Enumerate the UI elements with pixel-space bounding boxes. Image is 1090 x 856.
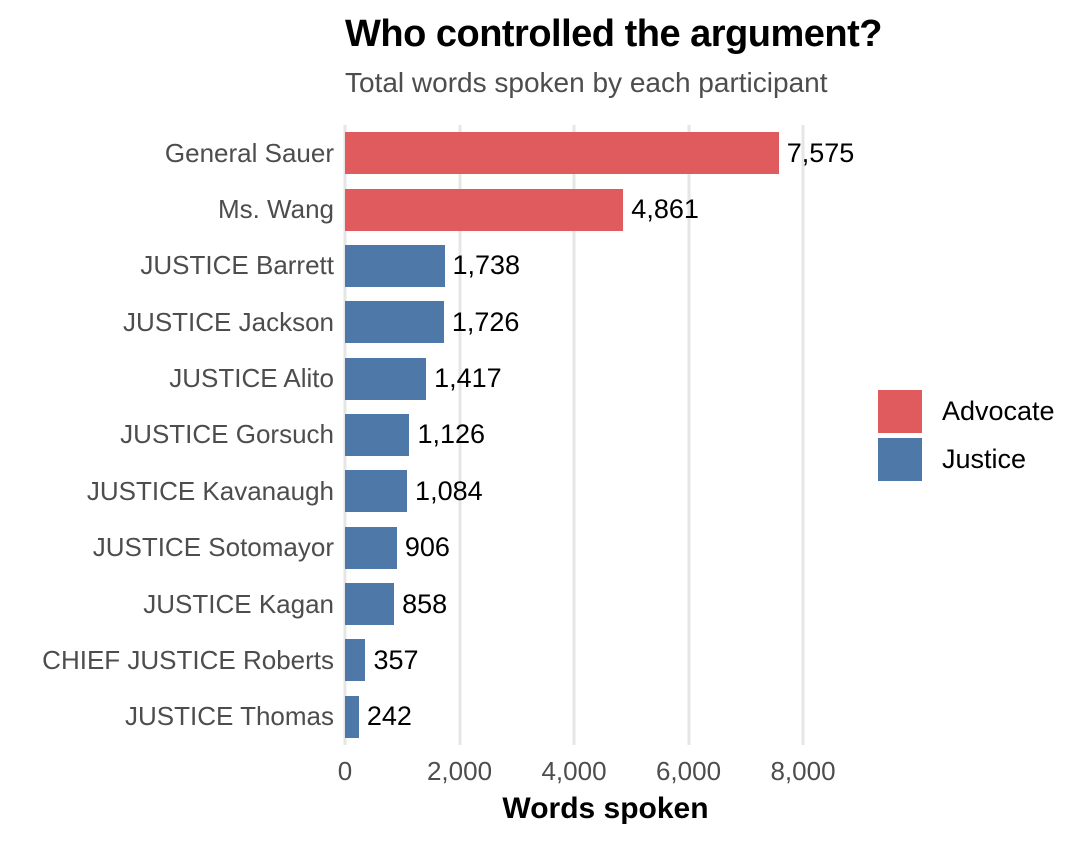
bar bbox=[345, 470, 408, 513]
chart-title: Who controlled the argument? bbox=[345, 13, 882, 55]
bar-row: JUSTICE Barrett 1,738 bbox=[0, 238, 890, 294]
legend-item: Justice bbox=[878, 438, 1055, 481]
x-axis-title: Words spoken bbox=[502, 792, 709, 825]
bar-value-label: 7,575 bbox=[786, 137, 855, 168]
bar-value-label: 1,084 bbox=[415, 475, 483, 506]
x-tick-label: 4,000 bbox=[541, 756, 607, 786]
y-axis-label: JUSTICE Kagan bbox=[143, 588, 334, 619]
y-axis-label: CHIEF JUSTICE Roberts bbox=[42, 644, 334, 675]
legend-label: Advocate bbox=[942, 396, 1055, 426]
chart-subtitle: Total words spoken by each participant bbox=[345, 67, 828, 98]
gridline bbox=[572, 125, 576, 745]
bar-rows: General Sauer 7,575 Ms. Wang 4,861 JUSTICE B… bbox=[0, 125, 890, 745]
bar-row: JUSTICE Thomas 242 bbox=[0, 689, 890, 745]
bar-row: JUSTICE Kagan 858 bbox=[0, 576, 890, 632]
x-tick-label: 6,000 bbox=[655, 756, 722, 786]
legend-swatch bbox=[878, 390, 922, 433]
x-tick-label: 2,000 bbox=[426, 756, 493, 786]
bar-value-label: 4,861 bbox=[631, 194, 699, 225]
gridline bbox=[458, 125, 461, 745]
y-axis-label: JUSTICE Kavanaugh bbox=[86, 475, 334, 506]
x-tick-label: 0 bbox=[337, 756, 353, 786]
bar-value-label: 906 bbox=[404, 532, 450, 563]
bar bbox=[345, 188, 624, 231]
bar-row: JUSTICE Sotomayor 906 bbox=[0, 520, 890, 576]
gridline bbox=[801, 125, 805, 745]
y-axis-label: JUSTICE Sotomayor bbox=[92, 532, 334, 563]
y-axis-label: General Sauer bbox=[164, 137, 334, 168]
bar bbox=[345, 695, 359, 738]
legend-label: Justice bbox=[942, 444, 1027, 474]
y-axis-label: JUSTICE Thomas bbox=[124, 701, 334, 732]
bar bbox=[345, 413, 410, 456]
bar-row: JUSTICE Kavanaugh 1,084 bbox=[0, 463, 890, 519]
bar-value-label: 1,738 bbox=[452, 250, 521, 281]
y-axis-label: JUSTICE Gorsuch bbox=[120, 419, 334, 450]
bar bbox=[345, 583, 395, 626]
bar bbox=[345, 357, 427, 400]
bar-value-label: 858 bbox=[402, 588, 448, 619]
bar-row: Ms. Wang 4,861 bbox=[0, 181, 890, 237]
x-axis-ticks: 0 2,000 4,000 6,000 8,000 bbox=[338, 756, 866, 788]
y-axis-label: Ms. Wang bbox=[217, 194, 334, 225]
bar-row: JUSTICE Alito 1,417 bbox=[0, 350, 890, 406]
legend: Advocate Justice bbox=[878, 390, 1055, 481]
bar-value-label: 357 bbox=[373, 644, 419, 675]
bar-row: CHIEF JUSTICE Roberts 357 bbox=[0, 632, 890, 688]
bar bbox=[345, 244, 445, 287]
bar bbox=[345, 132, 779, 175]
x-tick-label: 8,000 bbox=[770, 756, 836, 786]
bar bbox=[345, 639, 366, 682]
y-axis-label: JUSTICE Barrett bbox=[140, 250, 334, 281]
y-axis-label: JUSTICE Jackson bbox=[123, 306, 334, 337]
gridline bbox=[687, 125, 691, 745]
bar-value-label: 1,126 bbox=[417, 419, 486, 450]
bar bbox=[345, 526, 397, 569]
bar-row: General Sauer 7,575 bbox=[0, 125, 890, 181]
bar-value-label: 1,417 bbox=[434, 363, 502, 394]
legend-item: Advocate bbox=[878, 390, 1055, 433]
bar-row: JUSTICE Gorsuch 1,126 bbox=[0, 407, 890, 463]
y-axis-label: JUSTICE Alito bbox=[169, 363, 334, 394]
legend-swatch bbox=[878, 438, 922, 481]
bar-value-label: 1,726 bbox=[451, 306, 520, 337]
bar bbox=[345, 301, 444, 344]
bar-row: JUSTICE Jackson 1,726 bbox=[0, 294, 890, 350]
bar-value-label: 242 bbox=[366, 701, 412, 732]
